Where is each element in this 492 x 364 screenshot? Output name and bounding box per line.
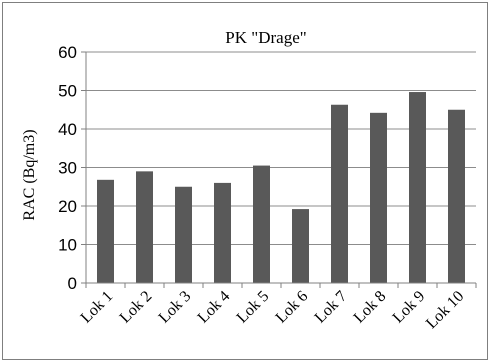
y-tick-label: 30 bbox=[58, 159, 77, 178]
bar-lok-10 bbox=[448, 109, 465, 283]
y-tick-label: 60 bbox=[58, 43, 77, 62]
bar-lok-1 bbox=[97, 179, 114, 283]
y-tick-label: 50 bbox=[58, 82, 77, 101]
x-tick-label: Lok 7 bbox=[312, 288, 351, 327]
x-tick-label: Lok 10 bbox=[423, 288, 467, 332]
x-tick-label: Lok 5 bbox=[234, 288, 273, 327]
bar-lok-4 bbox=[214, 182, 231, 283]
bar-lok-8 bbox=[370, 112, 387, 283]
bars bbox=[97, 92, 465, 284]
y-tick-label: 0 bbox=[68, 274, 77, 293]
y-tick-label: 10 bbox=[58, 236, 77, 255]
bar-lok-9 bbox=[409, 92, 426, 283]
x-axis-ticks: Lok 1 Lok 2 Lok 3 Lok 4 Lok 5 Lok 6 Lok 7 Lok 8… bbox=[78, 283, 477, 332]
chart-title: PK "Drage" bbox=[225, 28, 306, 47]
x-tick-label: Lok 2 bbox=[117, 288, 156, 327]
bar-lok-3 bbox=[175, 186, 192, 283]
y-tick-label: 20 bbox=[58, 197, 77, 216]
y-axis-ticks: 0 10 20 30 40 50 60 bbox=[58, 43, 86, 293]
bar-lok-6 bbox=[292, 209, 309, 283]
x-tick-label: Lok 6 bbox=[273, 288, 312, 327]
chart-frame bbox=[2, 2, 488, 360]
x-tick-label: Lok 4 bbox=[195, 288, 234, 327]
bar-lok-5 bbox=[253, 165, 270, 283]
x-tick-label: Lok 1 bbox=[78, 288, 117, 327]
bar-lok-7 bbox=[331, 104, 348, 284]
bar-lok-2 bbox=[136, 171, 153, 283]
y-tick-label: 40 bbox=[58, 120, 77, 139]
y-axis-label: RAC (Bq/m3) bbox=[21, 129, 38, 220]
x-tick-label: Lok 8 bbox=[351, 288, 390, 327]
x-tick-label: Lok 3 bbox=[156, 288, 195, 327]
